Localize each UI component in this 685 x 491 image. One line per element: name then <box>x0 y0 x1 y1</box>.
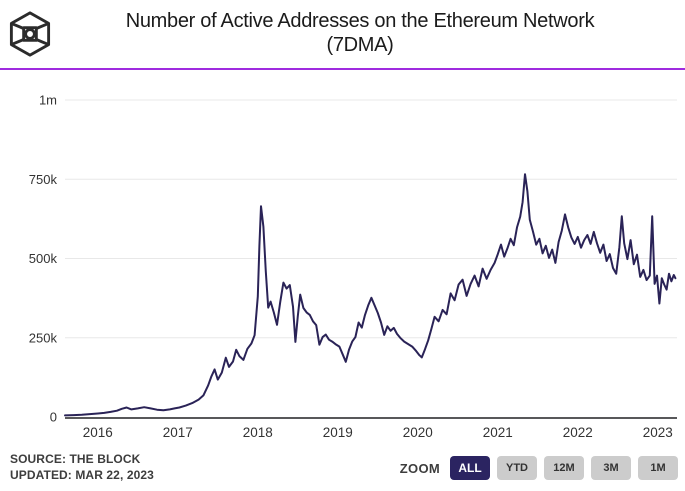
chart-title-line1: Number of Active Addresses on the Ethere… <box>125 10 595 32</box>
plot-area[interactable]: 0 250k 500k 750k 1m 2016 2017 2018 2019 2020 2021 2… <box>0 70 685 448</box>
zoom-button-ytd[interactable]: YTD <box>497 456 537 480</box>
zoom-label: ZOOM <box>399 460 440 476</box>
x-axis-tick-label: 2018 <box>243 425 273 440</box>
data-series-line <box>64 173 677 417</box>
page-title: Number of Active Addresses on the Ethere… <box>60 9 660 57</box>
zoom-button-all[interactable]: ALL <box>450 456 490 480</box>
x-axis-tick-label: 2017 <box>163 425 193 440</box>
zoom-button-3m[interactable]: 3M <box>591 456 631 480</box>
y-axis-tick-label: 250k <box>29 330 58 345</box>
updated-text: UPDATED: MAR 22, 2023 <box>10 468 154 482</box>
y-axis-tick-label: 1m <box>39 93 57 108</box>
zoom-button-1m[interactable]: 1M <box>638 456 678 480</box>
y-axis-tick-label: 750k <box>29 172 58 187</box>
x-axis-tick-label: 2022 <box>563 425 593 440</box>
y-axis-tick-label: 500k <box>29 251 58 266</box>
x-axis-tick-label: 2021 <box>483 425 513 440</box>
x-axis-tick-label: 2019 <box>323 425 353 440</box>
source-text: SOURCE: THE BLOCK <box>10 452 141 466</box>
zoom-controls: ZOOM ALL YTD 12M 3M 1M <box>400 456 678 480</box>
y-axis-tick-label: 0 <box>50 410 57 425</box>
the-block-logo-icon <box>9 11 51 57</box>
x-axis-tick-label: 2023 <box>643 425 673 440</box>
attribution-block: SOURCE: THE BLOCK UPDATED: MAR 22, 2023 <box>10 451 154 483</box>
x-axis-tick-label: 2020 <box>403 425 433 440</box>
x-axis-tick-label: 2016 <box>83 425 113 440</box>
zoom-button-12m[interactable]: 12M <box>544 456 584 480</box>
chart-title-line2: (7DMA) <box>326 34 394 56</box>
chart-header: Number of Active Addresses on the Ethere… <box>0 0 685 70</box>
chart-footer: SOURCE: THE BLOCK UPDATED: MAR 22, 2023 … <box>0 448 685 491</box>
